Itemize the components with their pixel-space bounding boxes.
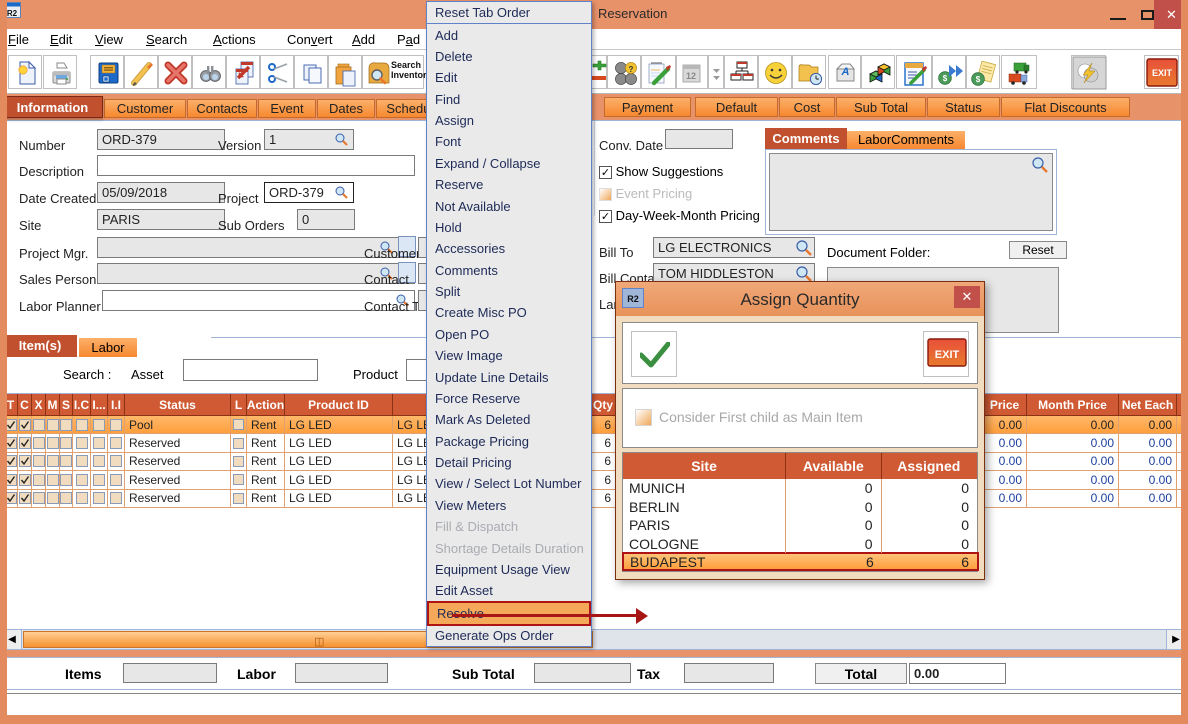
svg-text:EXIT: EXIT [935, 349, 960, 361]
svg-text:$: $ [976, 75, 981, 84]
svg-text:$: $ [943, 74, 948, 83]
svg-text:12: 12 [686, 71, 696, 81]
svg-text:?: ? [629, 65, 634, 74]
svg-text:EXIT: EXIT [1152, 68, 1173, 78]
svg-text:A: A [841, 66, 850, 78]
